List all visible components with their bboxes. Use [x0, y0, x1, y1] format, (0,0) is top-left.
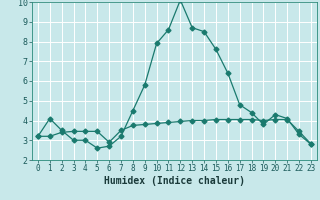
X-axis label: Humidex (Indice chaleur): Humidex (Indice chaleur) — [104, 176, 245, 186]
